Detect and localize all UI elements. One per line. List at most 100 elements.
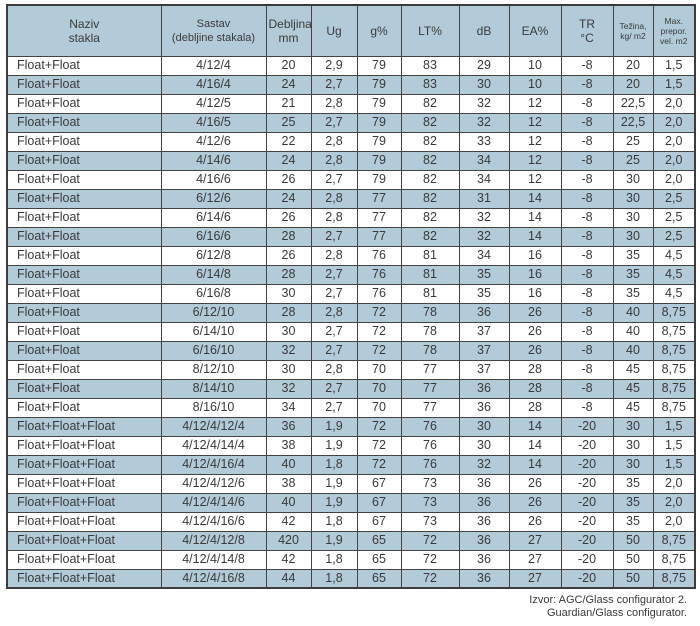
cell-tezina: 40 xyxy=(612,321,654,342)
cell-tezina: 35 xyxy=(612,245,654,266)
cell-lt-percent: 72 xyxy=(400,568,460,589)
cell-sastav: 4/16/4 xyxy=(160,74,267,95)
cell-tr-c: -8 xyxy=(560,150,614,171)
cell-naziv-stakla: Float+Float xyxy=(6,264,162,285)
cell-g-percent: 77 xyxy=(356,188,402,209)
cell-ug: 2,7 xyxy=(310,74,358,95)
cell-sastav: 4/12/5 xyxy=(160,93,267,114)
cell-sastav: 4/14/6 xyxy=(160,150,267,171)
cell-tr-c: -20 xyxy=(560,492,614,513)
cell-g-percent: 72 xyxy=(356,340,402,361)
column-header-naziv-stakla: Naziv stakla xyxy=(6,4,162,57)
cell-db: 34 xyxy=(458,169,510,190)
cell-max-prepor: 2,0 xyxy=(652,131,696,152)
cell-ug: 2,8 xyxy=(310,93,358,114)
cell-naziv-stakla: Float+Float+Float xyxy=(6,454,162,475)
cell-ea-percent: 12 xyxy=(508,93,562,114)
cell-sastav: 4/16/6 xyxy=(160,169,267,190)
cell-ea-percent: 10 xyxy=(508,55,562,76)
cell-g-percent: 79 xyxy=(356,74,402,95)
cell-tezina: 22,5 xyxy=(612,112,654,133)
cell-ug: 2,8 xyxy=(310,302,358,323)
cell-db: 36 xyxy=(458,492,510,513)
cell-ea-percent: 27 xyxy=(508,530,562,551)
column-header-debljina: Debljina mm xyxy=(265,4,312,57)
cell-naziv-stakla: Float+Float+Float xyxy=(6,473,162,494)
cell-tezina: 50 xyxy=(612,568,654,589)
cell-g-percent: 65 xyxy=(356,568,402,589)
cell-db: 35 xyxy=(458,283,510,304)
cell-tezina: 35 xyxy=(612,492,654,513)
cell-tr-c: -8 xyxy=(560,55,614,76)
cell-max-prepor: 1,5 xyxy=(652,416,696,437)
cell-sastav: 4/12/4/12/6 xyxy=(160,473,267,494)
cell-naziv-stakla: Float+Float xyxy=(6,340,162,361)
cell-ug: 2,8 xyxy=(310,359,358,380)
cell-g-percent: 76 xyxy=(356,245,402,266)
cell-tezina: 50 xyxy=(612,530,654,551)
cell-debljina: 24 xyxy=(265,150,312,171)
cell-max-prepor: 8,75 xyxy=(652,302,696,323)
cell-ea-percent: 27 xyxy=(508,549,562,570)
cell-g-percent: 70 xyxy=(356,397,402,418)
cell-tr-c: -20 xyxy=(560,568,614,589)
source-note-line-2: Guardian/Glass configurator. xyxy=(546,607,687,619)
cell-ug: 1,9 xyxy=(310,530,358,551)
cell-tr-c: -8 xyxy=(560,321,614,342)
cell-tezina: 30 xyxy=(612,188,654,209)
cell-g-percent: 79 xyxy=(356,150,402,171)
cell-tr-c: -20 xyxy=(560,454,614,475)
table-row: Float+Float 8/14/10 32 2,7 70 77 36 28 -8 45 8,75 xyxy=(6,378,696,399)
cell-g-percent: 70 xyxy=(356,378,402,399)
cell-tr-c: -8 xyxy=(560,93,614,114)
cell-max-prepor: 8,75 xyxy=(652,340,696,361)
cell-debljina: 36 xyxy=(265,416,312,437)
cell-naziv-stakla: Float+Float xyxy=(6,169,162,190)
cell-sastav: 6/12/8 xyxy=(160,245,267,266)
cell-db: 36 xyxy=(458,530,510,551)
cell-tr-c: -8 xyxy=(560,131,614,152)
cell-tezina: 45 xyxy=(612,397,654,418)
cell-ea-percent: 27 xyxy=(508,568,562,589)
cell-db: 36 xyxy=(458,568,510,589)
cell-naziv-stakla: Float+Float xyxy=(6,207,162,228)
cell-db: 37 xyxy=(458,340,510,361)
cell-sastav: 6/16/8 xyxy=(160,283,267,304)
cell-g-percent: 65 xyxy=(356,530,402,551)
cell-db: 30 xyxy=(458,74,510,95)
cell-lt-percent: 82 xyxy=(400,150,460,171)
cell-lt-percent: 78 xyxy=(400,340,460,361)
source-note-line-1: Izvor: AGC/Glass configurator 2. xyxy=(529,594,687,606)
cell-lt-percent: 82 xyxy=(400,112,460,133)
cell-g-percent: 72 xyxy=(356,416,402,437)
cell-tezina: 35 xyxy=(612,473,654,494)
cell-ug: 1,9 xyxy=(310,416,358,437)
cell-max-prepor: 2,0 xyxy=(652,492,696,513)
cell-debljina: 32 xyxy=(265,340,312,361)
cell-naziv-stakla: Float+Float xyxy=(6,378,162,399)
table-row: Float+Float 6/14/10 30 2,7 72 78 37 26 -8 40 8,75 xyxy=(6,321,696,342)
cell-naziv-stakla: Float+Float+Float xyxy=(6,511,162,532)
cell-tezina: 35 xyxy=(612,264,654,285)
cell-sastav: 4/12/4 xyxy=(160,55,267,76)
column-header-g-percent: g% xyxy=(356,4,402,57)
cell-debljina: 34 xyxy=(265,397,312,418)
cell-g-percent: 79 xyxy=(356,112,402,133)
cell-g-percent: 76 xyxy=(356,264,402,285)
cell-sastav: 4/12/4/14/6 xyxy=(160,492,267,513)
table-row: Float+Float+Float 4/12/4/14/6 40 1,9 67 73 36 2… xyxy=(6,492,696,513)
column-header-ug: Ug xyxy=(310,4,358,57)
cell-lt-percent: 72 xyxy=(400,530,460,551)
cell-debljina: 30 xyxy=(265,321,312,342)
cell-max-prepor: 4,5 xyxy=(652,245,696,266)
cell-ug: 2,7 xyxy=(310,112,358,133)
cell-tr-c: -8 xyxy=(560,283,614,304)
cell-tr-c: -8 xyxy=(560,245,614,266)
cell-db: 30 xyxy=(458,416,510,437)
cell-lt-percent: 82 xyxy=(400,93,460,114)
cell-sastav: 8/12/10 xyxy=(160,359,267,380)
cell-debljina: 26 xyxy=(265,169,312,190)
cell-db: 32 xyxy=(458,226,510,247)
cell-tr-c: -20 xyxy=(560,435,614,456)
cell-tezina: 35 xyxy=(612,283,654,304)
